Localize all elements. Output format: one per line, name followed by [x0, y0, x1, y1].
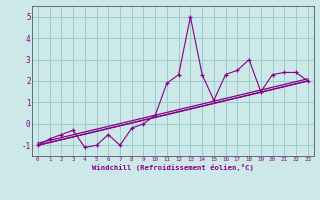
X-axis label: Windchill (Refroidissement éolien,°C): Windchill (Refroidissement éolien,°C) [92, 164, 254, 171]
